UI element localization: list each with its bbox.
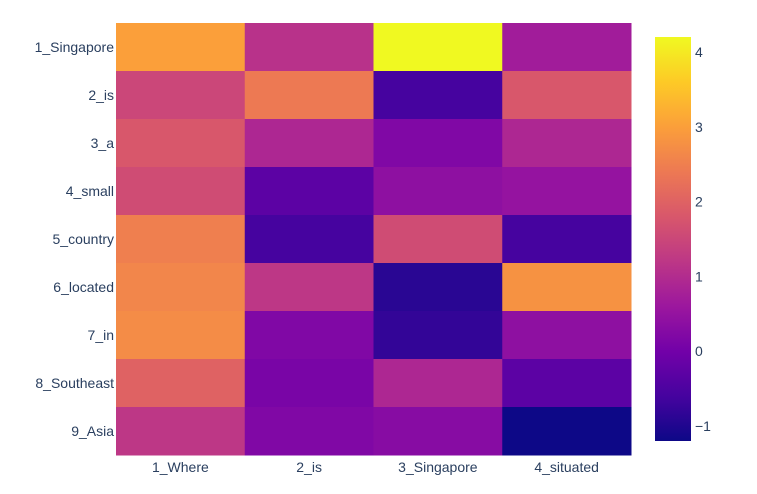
heatmap-cell <box>502 119 632 168</box>
heatmap-cell <box>502 71 632 120</box>
colorbar-tick-label: 2 <box>695 194 703 210</box>
heatmap-cell <box>116 407 246 456</box>
y-tick-label: 2_is <box>88 87 114 103</box>
x-tick-label: 1_Where <box>152 459 209 475</box>
heatmap-cell <box>116 215 246 264</box>
heatmap-cell <box>373 215 503 264</box>
x-axis-tick-labels: 1_Where 2_is 3_Singapore 4_situated <box>152 459 599 475</box>
heatmap-cell <box>116 311 246 360</box>
y-tick-label: 4_small <box>66 183 114 199</box>
heatmap-cell <box>244 167 374 216</box>
heatmap-cell <box>244 215 374 264</box>
colorbar-tick-labels: −1 0 1 2 3 4 <box>695 44 711 434</box>
heatmap-cell <box>116 71 246 120</box>
heatmap-cell <box>244 23 374 72</box>
heatmap-cell <box>502 311 632 360</box>
heatmap-cell <box>116 359 246 408</box>
heatmap-cells <box>116 23 632 456</box>
y-tick-label: 8_Southeast <box>35 375 114 391</box>
heatmap-cell <box>244 71 374 120</box>
heatmap-cell <box>373 23 503 72</box>
x-tick-label: 3_Singapore <box>398 459 478 475</box>
colorbar-tick-label: 0 <box>695 343 703 359</box>
y-axis-tick-labels: 1_Singapore 2_is 3_a 4_small 5_country 6_loca… <box>35 39 115 439</box>
heatmap-cell <box>116 167 246 216</box>
heatmap-cell <box>244 311 374 360</box>
y-tick-label: 3_a <box>91 135 115 151</box>
heatmap-cell <box>244 359 374 408</box>
heatmap-cell <box>244 119 374 168</box>
x-tick-label: 2_is <box>296 459 322 475</box>
y-tick-label: 5_country <box>53 231 114 247</box>
colorbar <box>655 37 691 441</box>
colorbar-tick-label: 4 <box>695 44 703 60</box>
heatmap-cell <box>502 263 632 312</box>
colorbar-tick-label: 3 <box>695 119 703 135</box>
heatmap-cell <box>502 167 632 216</box>
heatmap-cell <box>373 71 503 120</box>
heatmap-cell <box>116 119 246 168</box>
heatmap-cell <box>373 407 503 456</box>
y-tick-label: 6_located <box>53 279 114 295</box>
y-tick-label: 9_Asia <box>71 423 114 439</box>
heatmap-cell <box>373 263 503 312</box>
heatmap-cell <box>373 119 503 168</box>
heatmap-cell <box>502 359 632 408</box>
heatmap-cell <box>502 407 632 456</box>
heatmap-cell <box>502 215 632 264</box>
y-tick-label: 7_in <box>88 327 114 343</box>
y-tick-label: 1_Singapore <box>35 39 115 55</box>
colorbar-tick-label: −1 <box>695 418 711 434</box>
heatmap-cell <box>244 263 374 312</box>
heatmap-cell <box>373 167 503 216</box>
heatmap-cell <box>116 263 246 312</box>
heatmap-cell <box>116 23 246 72</box>
colorbar-tick-label: 1 <box>695 268 703 284</box>
heatmap-cell <box>373 311 503 360</box>
heatmap-cell <box>373 359 503 408</box>
x-tick-label: 4_situated <box>534 459 599 475</box>
heatmap-cell <box>244 407 374 456</box>
heatmap-cell <box>502 23 632 72</box>
